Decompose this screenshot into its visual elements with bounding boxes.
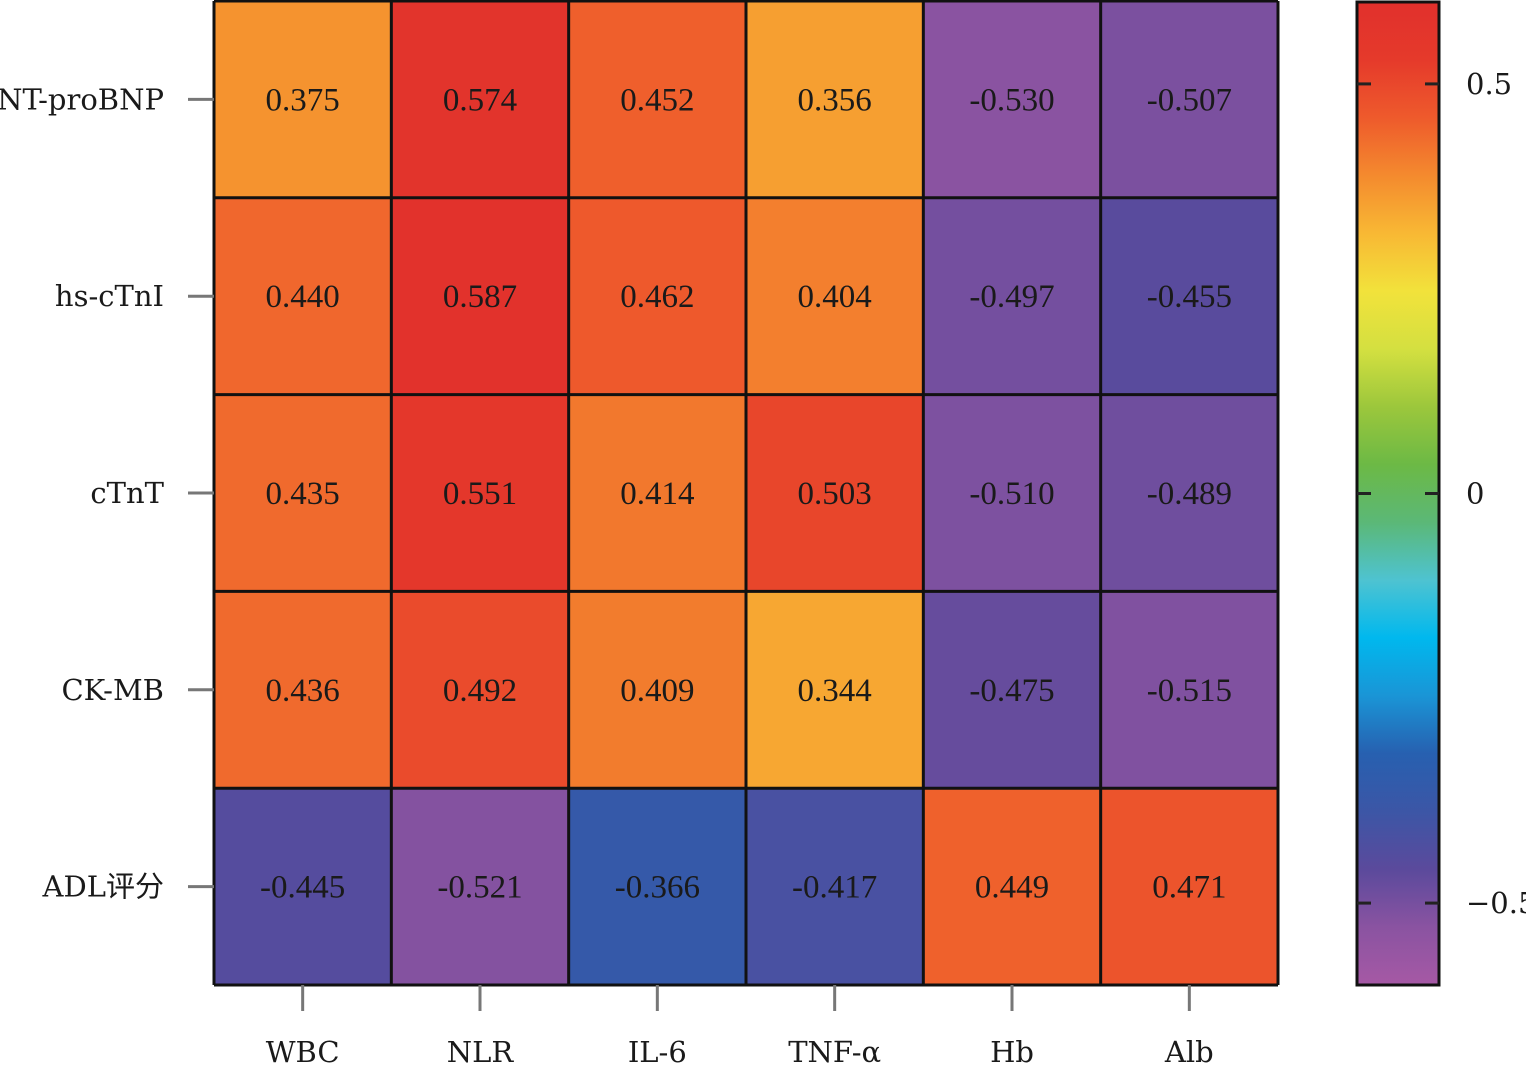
heatmap-cell (391, 591, 569, 789)
heatmap-grid (212, 0, 1280, 987)
heatmap-cell (746, 1, 924, 198)
heatmap-cell (568, 1, 746, 198)
cell-value-label: 0.436 (266, 673, 340, 709)
cell-value-label: 0.574 (443, 82, 517, 118)
heatmap-cell (214, 591, 392, 789)
colorbar-tick-label: 0.5 (1466, 67, 1512, 101)
heatmap-cell (923, 197, 1101, 395)
cell-value-label: 0.375 (266, 82, 340, 118)
heatmap-cell (923, 1, 1101, 198)
cell-value-label: -0.521 (437, 870, 522, 906)
cell-value-label: 0.462 (620, 279, 694, 315)
cell-value-label: 0.452 (620, 82, 694, 118)
row-label: cTnT (90, 476, 164, 510)
cell-value-label: 0.471 (1152, 870, 1226, 906)
heatmap-cell (746, 197, 924, 395)
cell-value-label: -0.515 (1147, 673, 1232, 709)
heatmap-cell (391, 394, 569, 592)
cell-value-label: 0.404 (798, 279, 872, 315)
cell-value-label: -0.497 (969, 279, 1054, 315)
heatmap-cell (1100, 1, 1278, 198)
cell-value-label: 0.492 (443, 673, 517, 709)
cell-value-label: -0.475 (969, 673, 1054, 709)
cell-value-label: 0.414 (620, 476, 694, 512)
cell-value-label: 0.587 (443, 279, 517, 315)
column-label: WBC (266, 1035, 340, 1068)
heatmap-cell (923, 591, 1101, 789)
heatmap-cell (214, 1, 392, 198)
heatmap-cell (1100, 197, 1278, 395)
heatmap-cell (568, 394, 746, 592)
heatmap-cells: 0.375 0.574 0.452 0.356 -0.530 -0.507 0.440 0.5… (214, 1, 1278, 985)
colorbar: 0.5 0 −0.5 (1355, 0, 1526, 987)
row-labels: NT-proBNP hs-cTnI cTnT CK-MB ADL评分 (0, 82, 214, 904)
row-label: CK-MB (61, 673, 164, 707)
heatmap-cell (923, 394, 1101, 592)
cell-value-label: 0.503 (798, 476, 872, 512)
heatmap-cell (391, 1, 569, 198)
heatmap-cell (214, 394, 392, 592)
heatmap-cell (746, 788, 924, 985)
cell-value-label: 0.449 (975, 870, 1049, 906)
row-label: ADL评分 (42, 870, 164, 904)
heatmap-cell (568, 197, 746, 395)
heatmap-cell (568, 591, 746, 789)
heatmap-cell (746, 591, 924, 789)
cell-value-label: 0.435 (266, 476, 340, 512)
column-label: Alb (1164, 1035, 1214, 1068)
cell-value-label: 0.356 (798, 82, 872, 118)
cell-value-label: 0.344 (798, 673, 872, 709)
row-label: hs-cTnI (55, 279, 164, 313)
heatmap-cell (1100, 788, 1278, 985)
cell-value-label: -0.417 (792, 870, 877, 906)
cell-value-label: -0.510 (969, 476, 1054, 512)
heatmap-cell (568, 788, 746, 985)
column-label: Hb (990, 1035, 1034, 1068)
cell-value-label: 0.409 (620, 673, 694, 709)
cell-value-label: 0.551 (443, 476, 517, 512)
heatmap-cell (746, 394, 924, 592)
cell-value-label: -0.366 (615, 870, 700, 906)
cell-value-label: 0.440 (266, 279, 340, 315)
heatmap-cell (391, 197, 569, 395)
heatmap-cell (1100, 394, 1278, 592)
heatmap-cell (1100, 591, 1278, 789)
colorbar-tick-label: 0 (1466, 477, 1484, 511)
heatmap-cell (214, 197, 392, 395)
cell-value-label: -0.507 (1147, 82, 1232, 118)
cell-value-label: -0.489 (1147, 476, 1232, 512)
column-label: TNF-α (788, 1035, 881, 1068)
colorbar-tick-label: −0.5 (1466, 886, 1526, 920)
heatmap-cell (923, 788, 1101, 985)
cell-value-label: -0.445 (260, 870, 345, 906)
column-label: IL-6 (628, 1035, 687, 1068)
column-labels: WBC NLR IL-6 TNF-α Hb Alb (266, 985, 1214, 1068)
row-label: NT-proBNP (0, 82, 164, 116)
column-label: NLR (447, 1035, 515, 1068)
heatmap-cell (214, 788, 392, 985)
cell-value-label: -0.530 (969, 82, 1054, 118)
heatmap-cell (391, 788, 569, 985)
cell-value-label: -0.455 (1147, 279, 1232, 315)
